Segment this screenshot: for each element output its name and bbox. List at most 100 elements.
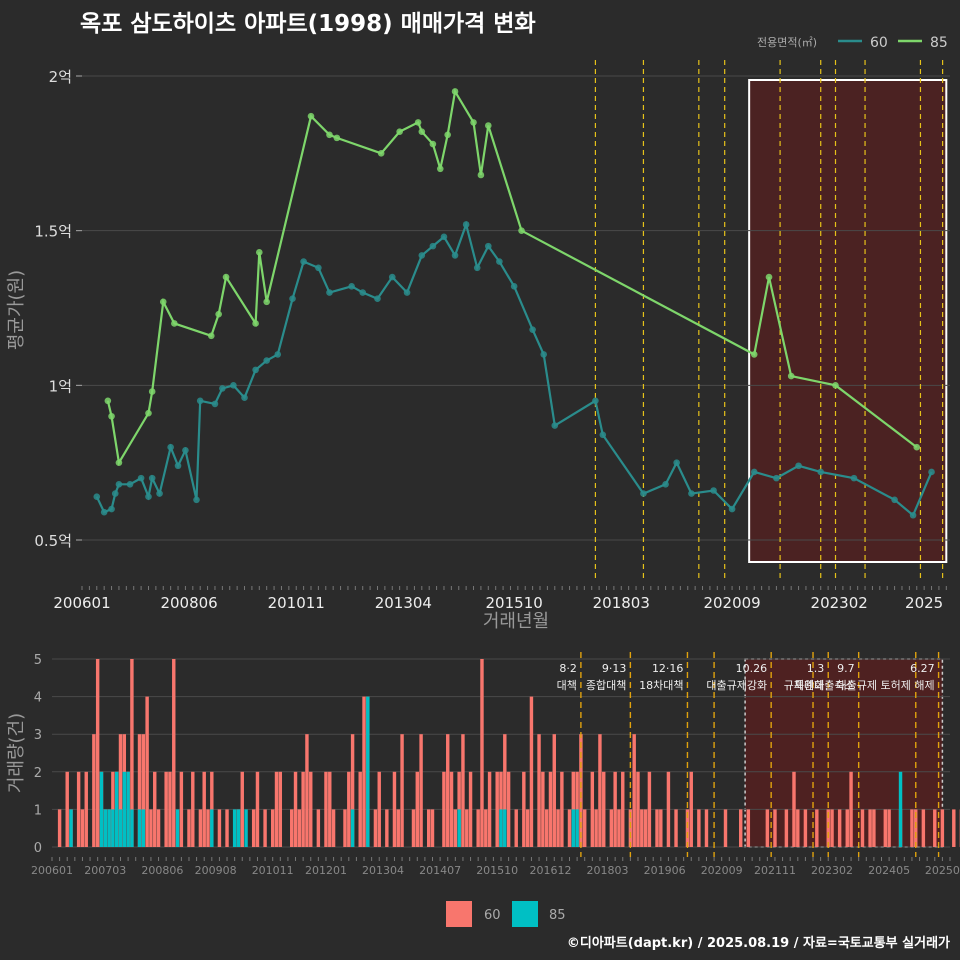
series-point-60	[219, 385, 226, 392]
volume-bar-60	[141, 734, 146, 847]
series-point-85	[787, 372, 795, 380]
legend-label-60: 60	[870, 35, 888, 51]
volume-bar-60	[792, 771, 796, 847]
series-point-85	[484, 122, 492, 129]
volume-bar-85	[210, 809, 214, 847]
series-point-60	[115, 481, 123, 488]
volume-bar-60	[198, 809, 203, 847]
volume-bar-60	[415, 771, 420, 847]
price-x-axis-label: 거래년월	[483, 611, 549, 632]
series-point-60	[230, 382, 237, 389]
volume-bar-60	[552, 734, 556, 847]
volume-bar-60	[940, 809, 945, 847]
legend-bar-swatch-85	[512, 901, 538, 927]
volume-bar-60	[400, 734, 404, 847]
series-point-85	[444, 131, 451, 139]
volume-y-tick-label: 2	[34, 766, 42, 781]
chart-title: 옥포 삼도하이츠 아파트(1998) 매매가격 변화	[80, 11, 536, 37]
policy-label: 1.3	[807, 662, 825, 675]
legend-bar-label-85: 85	[549, 908, 566, 923]
series-point-60	[473, 264, 481, 272]
series-point-85	[913, 443, 921, 451]
volume-bar-60	[202, 771, 206, 847]
price-x-tick-label: 201011	[268, 594, 325, 612]
volume-bar-60	[301, 771, 305, 847]
price-x-tick-label: 201803	[593, 594, 650, 612]
volume-bar-85	[499, 809, 503, 847]
volume-bar-60	[529, 696, 534, 847]
volume-x-tick-label: 200601	[31, 864, 73, 877]
series-point-60	[451, 252, 459, 259]
volume-bar-60	[621, 771, 625, 847]
price-x-tick-label: 200806	[160, 594, 217, 612]
policy-label: 특례대출축소	[794, 679, 855, 692]
volume-bar-60	[240, 771, 244, 847]
price-panel: 0.5억 1억 1.5억 2억 200601 200806 201011 201304 2015…	[6, 35, 950, 632]
series-point-60	[773, 474, 780, 482]
price-x-tick-label: 202009	[703, 594, 760, 612]
volume-bar-60	[655, 809, 659, 847]
volume-bar-60	[187, 809, 191, 847]
policy-label: 대출규제강화	[706, 679, 767, 692]
volume-bar-85	[103, 809, 107, 847]
price-x-tick-label: 2025	[905, 594, 943, 612]
series-point-60	[891, 496, 898, 504]
volume-y-axis-label: 거래량(건)	[6, 713, 27, 793]
series-point-60	[108, 505, 115, 513]
series-point-60	[111, 490, 119, 497]
volume-bar-60	[168, 771, 172, 847]
series-point-85	[115, 459, 123, 466]
volume-bar-60	[773, 809, 777, 847]
volume-bar-60	[883, 809, 888, 847]
series-point-85	[470, 119, 477, 126]
legend-label-85: 85	[930, 35, 948, 51]
volume-bar-60	[617, 809, 621, 847]
volume-x-tick-label: 201011	[252, 864, 294, 877]
volume-bar-60	[628, 809, 633, 847]
series-point-60	[289, 295, 296, 303]
volume-bar-60	[331, 809, 336, 847]
volume-bar-85	[126, 771, 130, 847]
volume-bar-60	[419, 734, 423, 847]
volume-x-tick-label: 201612	[529, 864, 571, 877]
series-point-85	[222, 273, 230, 281]
series-point-85	[414, 119, 422, 126]
volume-x-tick-label: 201510	[476, 864, 518, 877]
volume-bar-85	[118, 809, 123, 847]
volume-bar-60	[153, 771, 157, 847]
volume-bar-60	[324, 771, 328, 847]
series-point-60	[496, 258, 503, 265]
series-point-85	[145, 409, 152, 417]
volume-bar-85	[141, 809, 146, 847]
legend-bar-swatch-60	[446, 901, 472, 927]
volume-bar-60	[156, 809, 161, 847]
volume-bar-60	[640, 809, 644, 847]
volume-bar-60	[461, 734, 465, 847]
volume-x-tick-label: 200908	[195, 864, 237, 877]
series-point-60	[137, 474, 145, 482]
volume-x-tick-label: 201803	[587, 864, 629, 877]
volume-bar-85	[107, 809, 111, 847]
series-point-85	[377, 150, 385, 157]
volume-bar-60	[164, 771, 168, 847]
series-point-60	[429, 242, 437, 250]
volume-bar-60	[172, 659, 176, 847]
volume-bar-60	[373, 809, 378, 847]
volume-bar-60	[396, 809, 400, 847]
volume-bar-60	[590, 771, 595, 847]
series-point-85	[108, 412, 115, 420]
volume-y-tick-label: 5	[34, 653, 42, 668]
volume-bar-60	[293, 771, 298, 847]
volume-bar-60	[377, 771, 381, 847]
series-point-85	[396, 128, 403, 135]
volume-bar-85	[898, 771, 903, 847]
volume-bar-60	[613, 771, 617, 847]
series-point-85	[832, 382, 839, 389]
series-point-85	[255, 249, 263, 256]
volume-bar-60	[503, 734, 507, 847]
volume-bar-60	[347, 771, 351, 847]
volume-bar-60	[57, 809, 62, 847]
series-point-60	[148, 474, 156, 482]
volume-x-tick-label: 202302	[811, 864, 853, 877]
series-point-85	[765, 273, 773, 281]
